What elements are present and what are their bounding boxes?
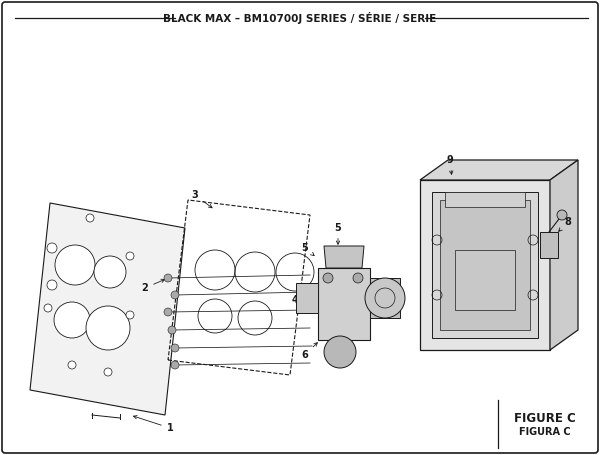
Circle shape (55, 245, 95, 285)
Polygon shape (432, 192, 538, 338)
Text: 8: 8 (559, 217, 571, 231)
Circle shape (365, 278, 405, 318)
Circle shape (126, 311, 134, 319)
Text: FIGURA C: FIGURA C (519, 427, 571, 437)
Polygon shape (455, 250, 515, 310)
Text: 2: 2 (142, 279, 164, 293)
Polygon shape (440, 200, 530, 330)
Circle shape (171, 291, 179, 299)
Circle shape (86, 306, 130, 350)
Circle shape (168, 326, 176, 334)
Text: BLACK MAX – BM10700J SERIES / SÉRIE / SERIE: BLACK MAX – BM10700J SERIES / SÉRIE / SE… (163, 12, 437, 24)
Text: 7: 7 (372, 303, 394, 313)
Circle shape (353, 273, 363, 283)
Polygon shape (318, 268, 370, 340)
Circle shape (104, 368, 112, 376)
Polygon shape (324, 246, 364, 268)
Circle shape (126, 252, 134, 260)
Circle shape (164, 308, 172, 316)
Polygon shape (30, 203, 185, 415)
Circle shape (323, 273, 333, 283)
Circle shape (164, 274, 172, 282)
Circle shape (86, 214, 94, 222)
Text: 3: 3 (191, 190, 212, 208)
Circle shape (557, 210, 567, 220)
Polygon shape (370, 278, 400, 318)
Circle shape (94, 256, 126, 288)
Text: 6: 6 (302, 343, 317, 360)
Polygon shape (445, 192, 525, 207)
Circle shape (54, 302, 90, 338)
Text: 5: 5 (335, 223, 341, 244)
Circle shape (44, 304, 52, 312)
Text: 4: 4 (292, 295, 314, 305)
Polygon shape (420, 160, 578, 180)
Circle shape (171, 344, 179, 352)
Text: 5: 5 (302, 243, 314, 256)
Circle shape (47, 243, 57, 253)
Polygon shape (540, 232, 558, 258)
Polygon shape (420, 180, 550, 350)
Text: 9: 9 (446, 155, 454, 174)
Text: FIGURE C: FIGURE C (514, 411, 576, 425)
Polygon shape (296, 283, 318, 313)
Circle shape (171, 361, 179, 369)
Circle shape (47, 280, 57, 290)
Text: 1: 1 (134, 415, 173, 433)
Polygon shape (550, 160, 578, 350)
Circle shape (68, 361, 76, 369)
Circle shape (324, 336, 356, 368)
